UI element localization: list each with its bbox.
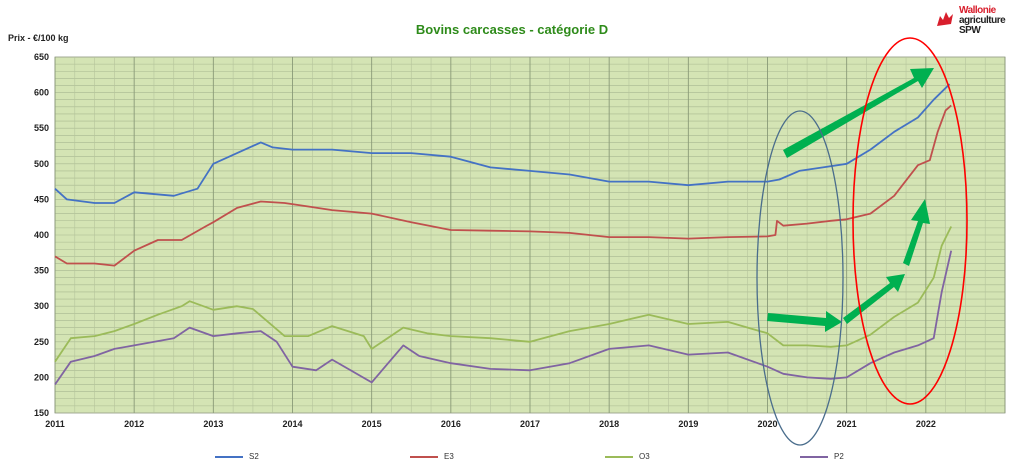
x-tick-label: 2014 <box>282 419 302 429</box>
x-tick-label: 2019 <box>678 419 698 429</box>
x-tick-label: 2015 <box>362 419 382 429</box>
logo-line-3: SPW <box>959 25 981 36</box>
trend-arrow-s2 <box>783 68 934 158</box>
legend-label: E3 <box>444 452 454 461</box>
legend-item-p2: P2 <box>800 452 844 461</box>
x-tick-label: 2021 <box>837 419 857 429</box>
x-tick-label: 2012 <box>124 419 144 429</box>
y-tick-label: 250 <box>34 337 49 347</box>
y-tick-label: 450 <box>34 194 49 204</box>
x-tick-label: 2022 <box>916 419 936 429</box>
y-tick-label: 150 <box>34 408 49 418</box>
series-line-o3 <box>54 226 953 363</box>
legend-item-e3: E3 <box>410 452 454 461</box>
series-line-e3 <box>54 104 952 267</box>
legend-label: O3 <box>639 452 650 461</box>
x-tick-label: 2016 <box>441 419 461 429</box>
legend-swatch <box>605 455 633 458</box>
y-tick-label: 200 <box>34 372 49 382</box>
y-tick-label: 650 <box>34 52 49 62</box>
y-tick-label: 300 <box>34 301 49 311</box>
legend-item-s2: S2 <box>215 452 259 461</box>
series-line-s2 <box>54 83 951 204</box>
wallonie-logo: Wallonie agriculture SPW <box>933 6 1013 46</box>
y-tick-label: 400 <box>34 230 49 240</box>
trend-arrow-o3-a <box>767 311 842 332</box>
highlight-ellipse-2022 <box>852 37 968 405</box>
legend-swatch <box>800 455 828 458</box>
rooster-icon <box>937 12 953 26</box>
trend-arrow-o3-c <box>903 199 930 266</box>
logo-line-1: Wallonie <box>959 5 996 16</box>
x-tick-label: 2018 <box>599 419 619 429</box>
x-tick-label: 2017 <box>520 419 540 429</box>
y-tick-label: 500 <box>34 159 49 169</box>
y-tick-label: 600 <box>34 88 49 98</box>
x-tick-label: 2013 <box>203 419 223 429</box>
logo-line-2: agriculture <box>959 15 1006 26</box>
y-tick-label: 350 <box>34 266 49 276</box>
chart-title: Bovins carcasses - catégorie D <box>415 22 609 37</box>
legend-swatch <box>215 455 243 458</box>
annotations <box>756 37 968 446</box>
legend-label: P2 <box>834 452 844 461</box>
legend-swatch <box>410 455 438 458</box>
series-line-p2 <box>54 250 953 386</box>
legend-item-o3: O3 <box>605 452 650 461</box>
x-tick-label: 2020 <box>757 419 777 429</box>
highlight-ellipse-2020 <box>756 110 844 446</box>
trend-arrow-o3-b <box>843 274 905 324</box>
y-tick-label: 550 <box>34 123 49 133</box>
y-axis-label: Prix - €/100 kg <box>8 33 69 43</box>
legend-label: S2 <box>249 452 259 461</box>
x-tick-label: 2011 <box>45 419 65 429</box>
